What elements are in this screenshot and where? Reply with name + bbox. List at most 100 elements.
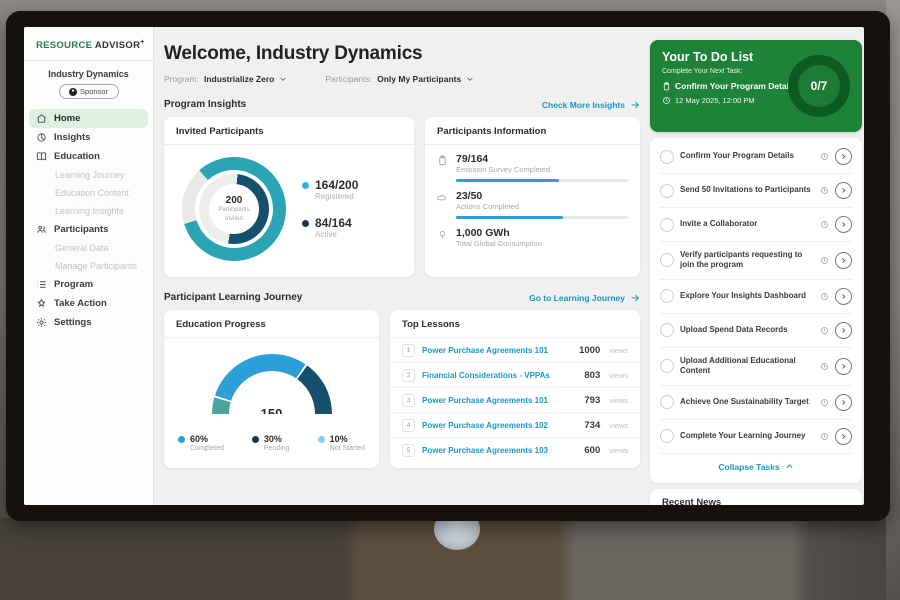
sidebar-item-general-data[interactable]: General Data	[29, 239, 148, 257]
book-icon	[36, 151, 47, 162]
stat-value: 23/50	[456, 190, 483, 203]
task-checkbox[interactable]	[660, 289, 674, 304]
lesson-link[interactable]: Power Purchase Agreements 101	[422, 395, 548, 405]
lesson-rank: 5	[402, 443, 415, 457]
sidebar-item-label: Manage Participants	[55, 261, 138, 272]
logo-plus: +	[140, 39, 145, 46]
task-checkbox[interactable]	[660, 253, 674, 268]
education-gauge-chart: 150 Participants	[211, 354, 332, 414]
sidebar-item-label: General Data	[55, 243, 109, 254]
stat-label: Actions Completed	[456, 202, 519, 212]
main-content: Welcome, Industry Dynamics Program: Indu…	[164, 27, 640, 505]
task-row: Send 50 Invitations to Participants	[660, 174, 852, 208]
task-checkbox[interactable]	[660, 429, 674, 444]
program-dropdown[interactable]: Program: Industrialize Zero	[164, 74, 287, 84]
clock-icon	[820, 432, 829, 441]
learning-journey-header: Participant Learning Journey Go to Learn…	[164, 292, 640, 303]
legend-dot-not-started	[317, 436, 325, 443]
lesson-row: 5 Power Purchase Agreements 103 600 view…	[390, 438, 640, 462]
invited-participants-card: Invited Participants 200 Participants In…	[164, 117, 414, 277]
task-label: Invite a Collaborator	[680, 219, 758, 229]
task-open-button[interactable]	[835, 287, 852, 305]
sidebar-item-education-content[interactable]: Education Content	[29, 184, 148, 202]
participants-dropdown[interactable]: Participants: Only My Participants	[325, 74, 474, 84]
task-row: Upload Additional Educational Content	[660, 348, 852, 386]
task-open-button[interactable]	[835, 357, 852, 375]
donut-center-value: 200	[225, 195, 243, 207]
task-open-button[interactable]	[835, 427, 852, 445]
legend-dot-completed	[178, 436, 185, 443]
task-open-button[interactable]	[835, 251, 852, 269]
legend-pending: 30% Pending	[251, 434, 290, 452]
lesson-link[interactable]: Power Purchase Agreements 101	[422, 345, 548, 355]
sidebar-item-learning-journey[interactable]: Learning Journey	[29, 166, 148, 184]
task-row: Complete Your Learning Journey	[660, 420, 852, 454]
task-row: Upload Spend Data Records	[660, 314, 852, 348]
task-checkbox[interactable]	[660, 323, 674, 338]
task-checkbox[interactable]	[660, 149, 674, 164]
task-open-button[interactable]	[835, 182, 852, 199]
sidebar-item-education[interactable]: Education	[29, 147, 148, 166]
sidebar-item-learning-insights[interactable]: Learning Insights	[29, 202, 148, 220]
recent-news-card: Recent News	[650, 488, 862, 505]
lesson-views: 734	[584, 419, 601, 431]
stat-label: Emission Survey Completed	[456, 165, 551, 175]
sidebar-item-home[interactable]: Home	[29, 109, 148, 129]
progress-fill	[456, 216, 563, 220]
legend-completed: 60% Completed	[178, 434, 224, 452]
home-icon	[36, 113, 47, 124]
task-label: Send 50 Invitations to Participants	[680, 185, 811, 195]
gauge-center-value: 150	[260, 406, 283, 414]
collapse-label: Collapse Tasks	[718, 461, 780, 472]
go-to-learning-journey-link[interactable]: Go to Learning Journey	[529, 293, 640, 303]
task-open-button[interactable]	[835, 216, 852, 233]
task-row: Confirm Your Program Details	[660, 140, 852, 174]
top-lessons-card: Top Lessons 1 Power Purchase Agreements …	[390, 310, 640, 468]
legend-registered: 164/200 Registered	[302, 178, 358, 201]
sidebar-item-program[interactable]: Program	[29, 275, 148, 294]
invited-donut-chart: 200 Participants Invited	[182, 157, 286, 261]
task-checkbox[interactable]	[660, 183, 674, 198]
check-more-insights-link[interactable]: Check More Insights	[542, 100, 640, 110]
task-checkbox[interactable]	[660, 359, 674, 374]
stat-value: 79/164	[456, 153, 489, 165]
lesson-link[interactable]: Power Purchase Agreements 102	[422, 420, 548, 430]
lesson-link[interactable]: Power Purchase Agreements 103	[422, 445, 548, 455]
sidebar-item-participants[interactable]: Participants	[29, 220, 148, 239]
sidebar-item-label: Insights	[54, 132, 91, 144]
task-open-button[interactable]	[835, 321, 852, 339]
collapse-tasks-link[interactable]: Collapse Tasks	[660, 454, 852, 481]
task-open-button[interactable]	[835, 148, 852, 165]
sponsor-badge[interactable]: ● Sponsor	[58, 84, 119, 100]
sidebar-item-insights[interactable]: Insights	[29, 128, 148, 147]
recent-news-title: Recent News	[650, 489, 862, 505]
sponsor-icon: ●	[69, 87, 78, 96]
todo-progress-value: 0/7	[810, 79, 828, 93]
sidebar-nav: Home Insights Education Learning Journey…	[24, 109, 153, 332]
card-title: Participants Information	[425, 117, 640, 145]
legend-label: Not Started	[329, 444, 365, 452]
task-open-button[interactable]	[835, 393, 852, 411]
stat-consumption: 1,000 GWh Total Global Consumption	[425, 219, 640, 248]
sidebar-item-settings[interactable]: Settings	[29, 313, 148, 332]
clock-icon	[820, 186, 829, 195]
sidebar-item-label: Home	[54, 113, 81, 125]
progress-track	[456, 216, 628, 220]
todo-due-label: 12 May 2025, 12:00 PM	[675, 96, 755, 105]
todo-due-date: 12 May 2025, 12:00 PM	[662, 96, 850, 105]
sidebar-item-take-action[interactable]: Take Action	[29, 294, 148, 313]
sidebar-item-manage-participants[interactable]: Manage Participants	[29, 257, 148, 275]
link-label: Go to Learning Journey	[529, 292, 625, 303]
app-logo: RESOURCE ADVISOR+	[24, 39, 153, 51]
section-title: Program Insights	[164, 99, 247, 110]
todo-subtitle: Complete Your Next Task:	[662, 68, 743, 75]
task-checkbox[interactable]	[660, 395, 674, 410]
task-label: Complete Your Learning Journey	[680, 430, 806, 440]
stat-label: Total Global Consumption	[456, 239, 542, 249]
lesson-link[interactable]: Financial Considerations - VPPAs	[422, 370, 550, 380]
task-checkbox[interactable]	[660, 217, 674, 232]
invited-legend: 164/200 Registered 84/164 Active	[302, 178, 358, 239]
survey-icon	[437, 155, 448, 182]
lesson-rank: 1	[402, 343, 415, 357]
sidebar-divider	[24, 60, 153, 62]
